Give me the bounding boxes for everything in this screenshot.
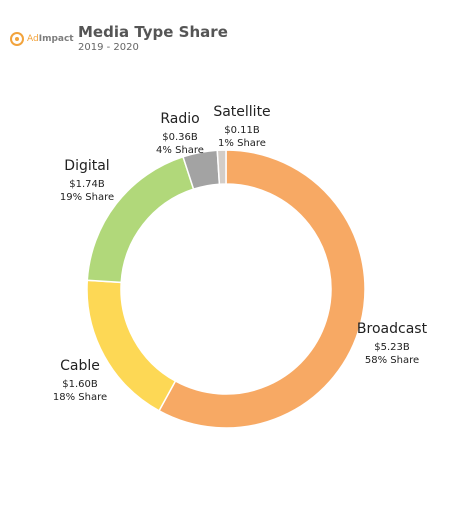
slice-label-broadcast: Broadcast $5.23B 58% Share (357, 321, 428, 366)
slice-label-radio: Radio $0.36B 4% Share (156, 111, 204, 156)
slice-share: 1% Share (218, 138, 266, 149)
slice-amount: $5.23B (374, 342, 410, 353)
slice-label-satellite: Satellite $0.11B 1% Share (213, 104, 270, 149)
slice-share: 19% Share (60, 192, 114, 203)
chart-title: Media Type Share (78, 22, 228, 41)
slice-amount: $0.36B (162, 132, 198, 143)
slice-amount: $1.60B (62, 379, 98, 390)
slice-name: Digital (64, 158, 109, 174)
chart-subtitle: 2019 - 2020 (78, 41, 139, 53)
logo-wordmark: AdImpact (27, 34, 74, 44)
slice-label-digital: Digital $1.74B 19% Share (60, 158, 114, 203)
slice-name: Radio (160, 111, 199, 127)
slice-name: Broadcast (357, 321, 428, 337)
title-block: Media Type Share 2019 - 2020 (78, 22, 228, 55)
logo-mark-icon (10, 32, 24, 46)
slice-name: Satellite (213, 104, 270, 120)
slice-share: 18% Share (53, 392, 107, 403)
slice-share: 4% Share (156, 145, 204, 156)
slice-share: 58% Share (365, 355, 419, 366)
slice-satellite[interactable] (216, 149, 227, 186)
slice-digital[interactable] (86, 155, 195, 284)
adimpact-logo: AdImpact (10, 32, 74, 46)
slice-amount: $1.74B (69, 179, 105, 190)
slice-broadcast[interactable] (158, 149, 366, 429)
slice-amount: $0.11B (224, 125, 260, 136)
slice-label-cable: Cable $1.60B 18% Share (53, 358, 107, 403)
slice-name: Cable (60, 358, 100, 374)
chart-header: AdImpact Media Type Share 2019 - 2020 (10, 22, 228, 56)
